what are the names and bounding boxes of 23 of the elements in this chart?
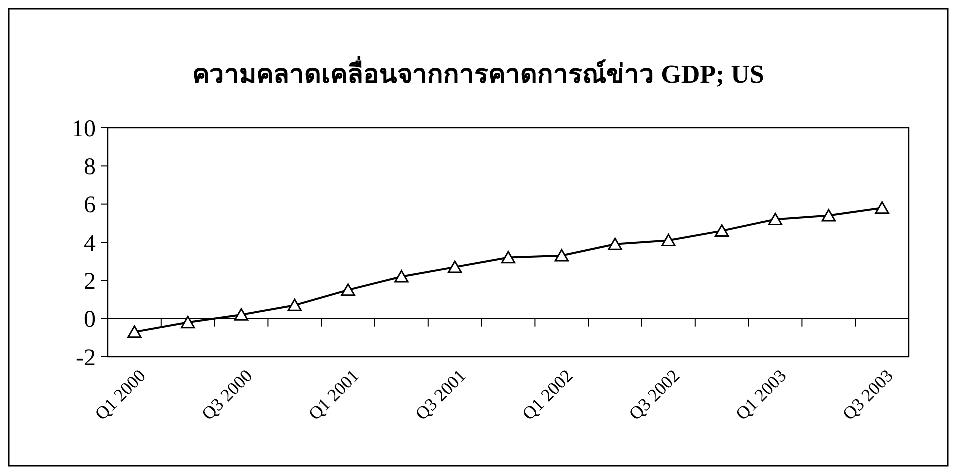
point <box>448 260 462 274</box>
y-tick-label: 8 <box>84 154 96 181</box>
point <box>234 308 249 321</box>
y-tick-label: -2 <box>76 345 96 372</box>
point <box>501 251 516 264</box>
y-tick-label: 0 <box>84 307 96 334</box>
point <box>768 213 783 226</box>
point <box>554 249 570 262</box>
y-tick-label: 2 <box>84 269 96 296</box>
point <box>180 316 196 329</box>
y-tick-label: 6 <box>84 192 96 219</box>
point <box>822 209 836 222</box>
y-tick-label: 4 <box>84 230 96 257</box>
y-tick-label: 10 <box>72 116 96 142</box>
point <box>875 202 890 214</box>
point <box>662 234 676 247</box>
point <box>288 298 302 312</box>
point <box>714 224 730 237</box>
point <box>394 270 409 283</box>
chart-title: ความคลาดเคลื่อนจากการคาดการณ์ข่าว GDP; US <box>192 55 764 89</box>
point <box>128 326 142 338</box>
point <box>341 284 356 296</box>
point <box>608 238 622 250</box>
